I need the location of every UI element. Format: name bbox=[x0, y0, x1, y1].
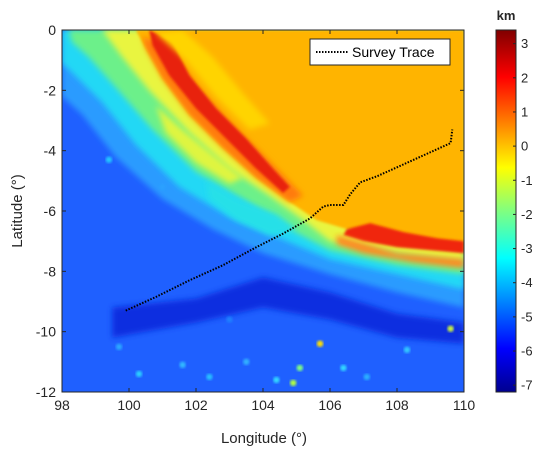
colorbar-tick-label: 1 bbox=[521, 104, 528, 119]
colorbar-tick-label: -3 bbox=[521, 241, 533, 256]
legend: Survey Trace bbox=[309, 38, 451, 66]
seamount-spot bbox=[340, 364, 347, 372]
seamount-spot bbox=[243, 358, 250, 365]
colorbar-tick-label: -7 bbox=[521, 378, 533, 393]
survey-trace-line bbox=[125, 129, 454, 312]
colorbar: km 3 2 1 0 -1 -2 -3 -4 -5 -6 -7 bbox=[495, 8, 533, 393]
x-tick-label: 102 bbox=[184, 397, 208, 413]
x-tick-label: 110 bbox=[453, 397, 476, 413]
x-tick-label: 104 bbox=[251, 397, 275, 413]
seamount-spot bbox=[403, 346, 411, 353]
y-tick-label: -6 bbox=[44, 203, 57, 219]
coastal-ridge-red bbox=[149, 30, 290, 193]
y-tick-label: -4 bbox=[44, 143, 57, 159]
seamount-spot bbox=[135, 370, 143, 378]
x-axis: 98 100 102 104 106 108 110 bbox=[54, 30, 475, 413]
seamount-spot bbox=[447, 325, 454, 332]
y-axis-label: Latitude (°) bbox=[9, 174, 26, 248]
y-tick-label: -10 bbox=[36, 324, 56, 340]
y-tick-label: 0 bbox=[48, 22, 56, 38]
colorbar-tick-label: -5 bbox=[521, 309, 533, 324]
colorbar-gradient bbox=[495, 29, 517, 393]
seamount-spot bbox=[115, 343, 123, 350]
y-tick-label: -8 bbox=[44, 263, 57, 279]
y-tick-label: -12 bbox=[36, 384, 56, 400]
colorbar-tick-label: -1 bbox=[521, 173, 533, 188]
legend-box bbox=[309, 38, 451, 66]
seamount-spot bbox=[273, 376, 280, 384]
x-tick-label: 106 bbox=[318, 397, 342, 413]
x-tick-label: 108 bbox=[385, 397, 409, 413]
southern-ridge-red bbox=[343, 223, 464, 254]
abyssal-trench-band bbox=[112, 277, 464, 344]
seamount-spot bbox=[179, 361, 186, 368]
heatmap-field bbox=[62, 30, 464, 392]
colorbar-ticks: 3 2 1 0 -1 -2 -3 -4 -5 -6 -7 bbox=[513, 36, 533, 393]
legend-entry-survey-trace: Survey Trace bbox=[352, 44, 435, 60]
y-tick-label: -2 bbox=[44, 82, 57, 98]
seamount-spot bbox=[159, 183, 166, 191]
mid-shelf-cyan bbox=[206, 180, 297, 236]
seamount-spot bbox=[363, 373, 370, 381]
seamount-spot bbox=[296, 364, 303, 372]
colorbar-tick-label: -4 bbox=[521, 275, 533, 290]
shelf-terrace-yellow bbox=[155, 105, 243, 184]
southern-ridge-orange bbox=[336, 235, 464, 269]
colorbar-tick-label: 2 bbox=[521, 70, 528, 85]
x-tick-label: 100 bbox=[117, 397, 141, 413]
x-tick-label: 98 bbox=[54, 397, 70, 413]
colorbar-unit: km bbox=[497, 8, 516, 23]
y-axis: 0 -2 -4 -6 -8 -10 -12 bbox=[36, 22, 464, 400]
colorbar-tick-label: 3 bbox=[521, 36, 528, 51]
upper-ridge-yellow bbox=[155, 30, 270, 130]
seamount-spot bbox=[105, 156, 113, 163]
seamount-spot bbox=[316, 340, 324, 347]
seamount-spot bbox=[290, 379, 297, 387]
colorbar-tick-label: -2 bbox=[521, 207, 533, 222]
seamount-spot bbox=[226, 316, 233, 323]
colorbar-tick-label: 0 bbox=[521, 139, 528, 154]
colorbar-tick-label: -6 bbox=[521, 344, 533, 359]
seamount-spot bbox=[206, 373, 213, 381]
x-axis-label: Longitude (°) bbox=[221, 430, 307, 447]
